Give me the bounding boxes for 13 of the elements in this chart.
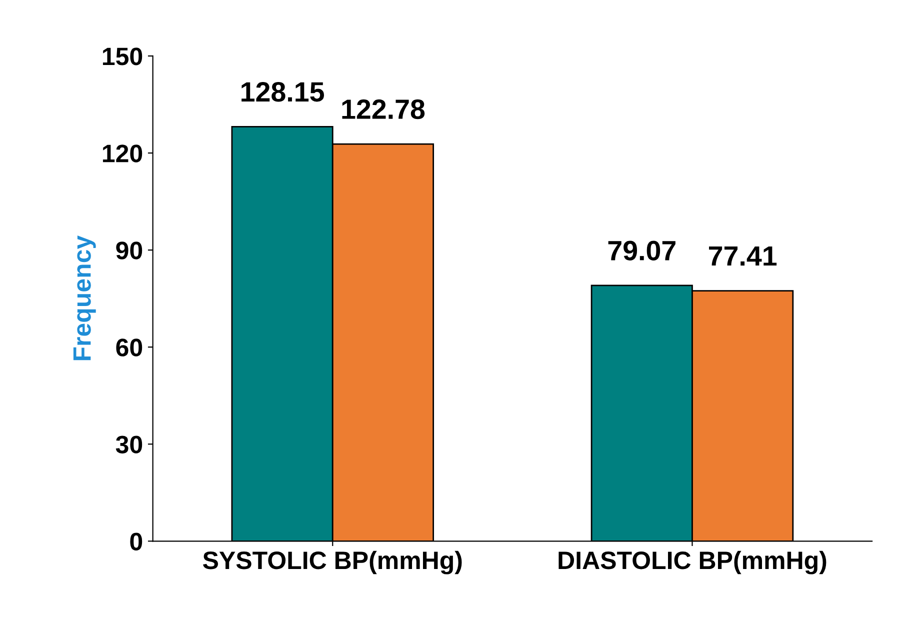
x-tick-label: DIASTOLIC BP(mmHg) (558, 550, 826, 574)
y-tick-label: 0 (130, 532, 142, 550)
data-label: 122.78 (342, 99, 425, 120)
y-tick-label: 90 (116, 242, 142, 260)
y-tick-label: 150 (102, 48, 142, 66)
y-tick-label: 30 (116, 436, 142, 454)
x-tick-label: SYSTOLIC BP(mmHg) (203, 550, 462, 574)
data-label: 128.15 (242, 82, 324, 102)
y-tick-label: 120 (102, 144, 142, 162)
data-label: 77.41 (709, 246, 777, 266)
y-tick-label: 60 (116, 338, 142, 356)
y-axis-title: Frequency (73, 235, 96, 360)
data-label: 79.07 (608, 240, 676, 260)
